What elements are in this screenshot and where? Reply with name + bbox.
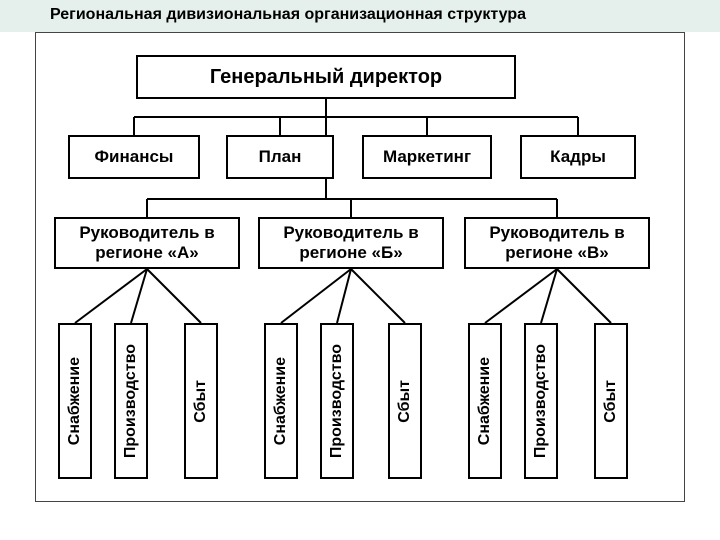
node-region-a: Руководитель в регионе «А» [54,217,240,269]
node-sub-c-production: Производство [524,323,558,479]
node-sub-b-supply: Снабжение [264,323,298,479]
node-sub-b-production: Производство [320,323,354,479]
node-sub-b-sales: Сбыт [388,323,422,479]
node-sub-a-sales: Сбыт [184,323,218,479]
page-title: Региональная дивизиональная организацион… [0,0,720,32]
node-region-b: Руководитель в регионе «Б» [258,217,444,269]
node-hr: Кадры [520,135,636,179]
node-sub-c-sales: Сбыт [594,323,628,479]
node-region-c: Руководитель в регионе «В» [464,217,650,269]
node-director: Генеральный директор [136,55,516,99]
node-marketing: Маркетинг [362,135,492,179]
node-sub-a-production: Производство [114,323,148,479]
node-finance: Финансы [68,135,200,179]
node-sub-a-supply: Снабжение [58,323,92,479]
node-sub-c-supply: Снабжение [468,323,502,479]
node-plan: План [226,135,334,179]
title-text: Региональная дивизиональная организацион… [50,6,526,23]
org-chart: Генеральный директор Финансы План Маркет… [35,32,685,502]
